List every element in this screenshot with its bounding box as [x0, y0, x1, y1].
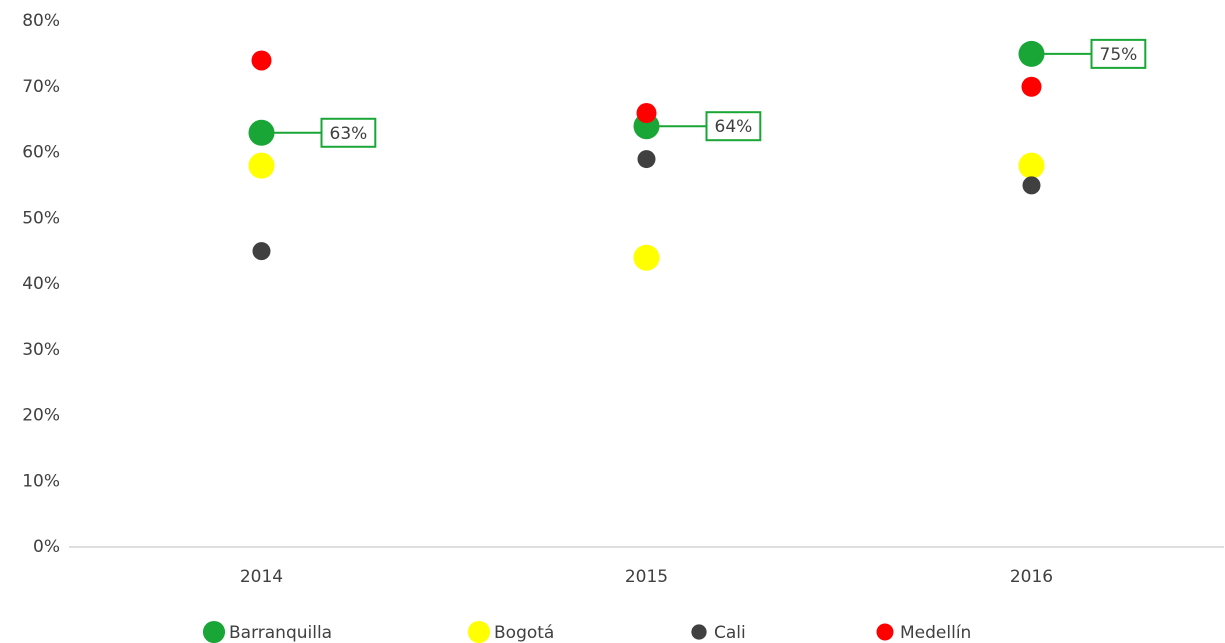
legend-label: Medellín — [900, 623, 971, 643]
dot — [637, 150, 656, 169]
y-tick-label: 60% — [22, 143, 60, 163]
dot — [636, 103, 657, 124]
x-tick-label: 2015 — [625, 567, 668, 587]
legend-label: Bogotá — [494, 623, 554, 643]
legend-label: Cali — [714, 623, 746, 643]
y-tick-label: 0% — [33, 537, 60, 557]
data-label-box — [320, 117, 377, 148]
data-label: 63% — [330, 124, 368, 144]
data-label: 75% — [1100, 45, 1138, 65]
legend-marker — [467, 620, 491, 643]
dot — [1021, 76, 1042, 97]
dot — [252, 242, 271, 261]
y-tick-label: 10% — [22, 471, 60, 491]
dot — [248, 152, 275, 179]
legend-label: Barranquilla — [229, 623, 332, 643]
legend-marker — [202, 620, 226, 643]
y-tick-label: 40% — [22, 274, 60, 294]
y-tick-label: 30% — [22, 340, 60, 360]
x-tick-label: 2016 — [1010, 567, 1053, 587]
data-label-box — [705, 111, 762, 142]
data-label: 64% — [715, 117, 753, 137]
dot — [1018, 152, 1045, 179]
dot — [1022, 176, 1041, 195]
dot — [633, 244, 660, 271]
y-tick-label: 50% — [22, 208, 60, 228]
dot — [251, 50, 272, 71]
x-tick-label: 2014 — [240, 567, 283, 587]
data-label-box — [1090, 38, 1147, 69]
y-tick-label: 70% — [22, 77, 60, 97]
legend-marker — [691, 624, 707, 640]
legend-marker — [876, 623, 894, 641]
y-tick-label: 80% — [22, 11, 60, 31]
y-tick-label: 20% — [22, 406, 60, 426]
